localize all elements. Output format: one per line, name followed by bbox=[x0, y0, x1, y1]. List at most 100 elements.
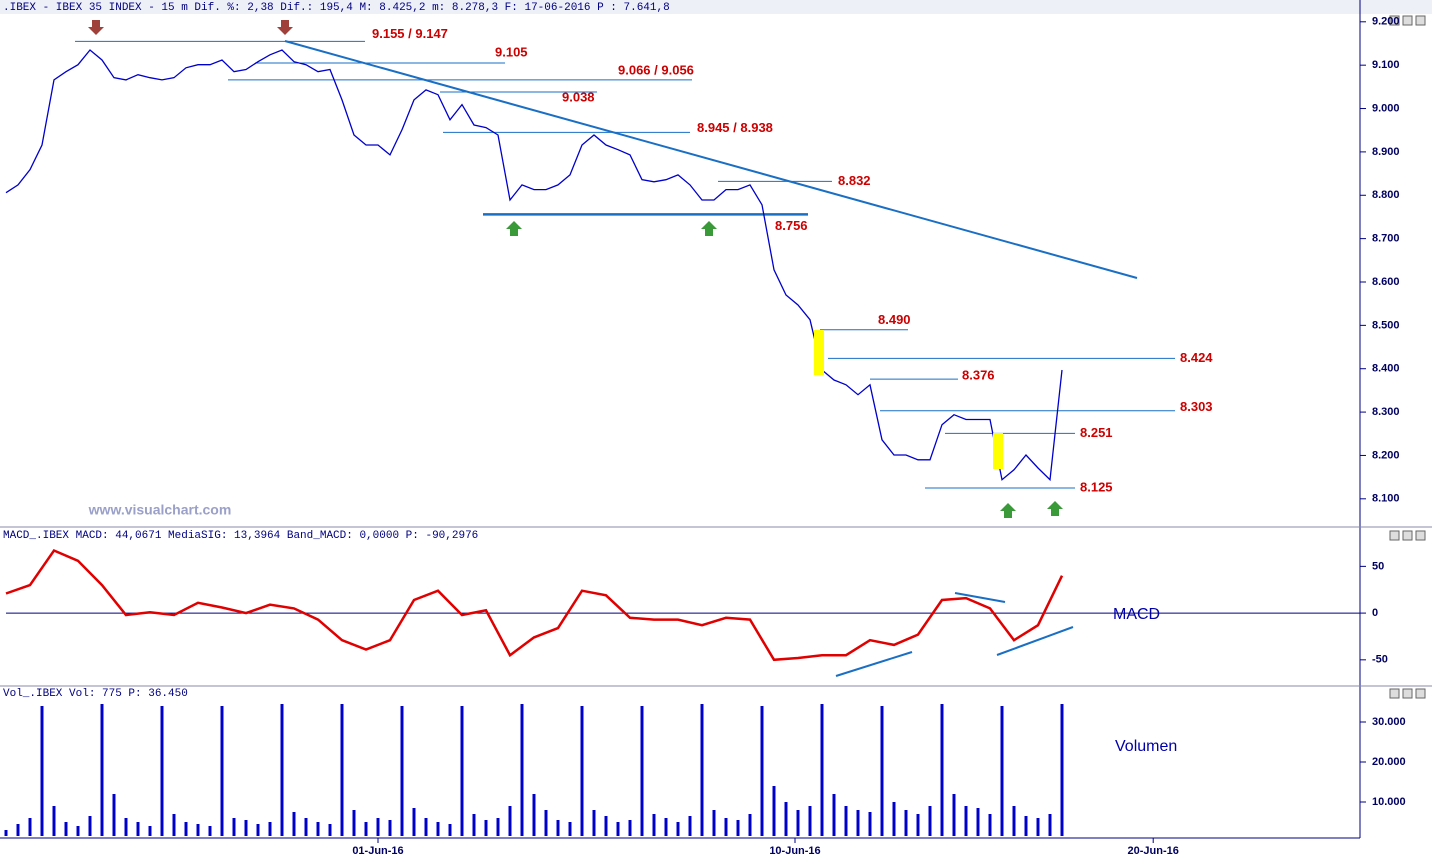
volume-bar bbox=[712, 810, 716, 836]
volume-bar bbox=[604, 816, 608, 836]
divergence-line bbox=[996, 626, 1074, 656]
gap-highlight bbox=[993, 433, 1003, 469]
volume-bar bbox=[868, 812, 872, 836]
volume-bar bbox=[340, 704, 344, 836]
y-tick-label: 20.000 bbox=[1372, 756, 1406, 768]
volume-bar bbox=[508, 806, 512, 836]
y-tick-label: 8.300 bbox=[1372, 406, 1400, 418]
arrow-up bbox=[1000, 503, 1016, 518]
y-tick-label: 8.700 bbox=[1372, 233, 1400, 245]
volume-bar bbox=[928, 806, 932, 836]
volume-bar bbox=[448, 824, 452, 836]
volume-bar bbox=[964, 806, 968, 836]
level-label: 9.038 bbox=[562, 89, 595, 104]
header-bar bbox=[0, 686, 1432, 700]
series-line bbox=[5, 49, 1063, 482]
y-tick-label: 8.200 bbox=[1372, 449, 1400, 461]
x-tick-label: 01-Jun-16 bbox=[352, 845, 403, 857]
volume-bar bbox=[100, 704, 104, 836]
y-tick-label: 50 bbox=[1372, 560, 1384, 572]
min-button[interactable] bbox=[1389, 688, 1400, 699]
volume-bar bbox=[580, 706, 584, 836]
volume-bar bbox=[892, 802, 896, 836]
volume-bar bbox=[1036, 818, 1040, 836]
volume-bar bbox=[520, 704, 524, 836]
volume-bar bbox=[1000, 706, 1004, 836]
level-label: 8.251 bbox=[1080, 425, 1113, 440]
volume-bar bbox=[856, 810, 860, 836]
volume-bar bbox=[664, 818, 668, 836]
volume-bar bbox=[220, 706, 224, 836]
volume-bar bbox=[28, 818, 32, 836]
max-button[interactable] bbox=[1402, 15, 1413, 26]
volume-bar bbox=[412, 808, 416, 836]
volume-bar bbox=[136, 822, 140, 836]
volume-bar bbox=[208, 826, 212, 836]
watermark: www.visualchart.com bbox=[88, 502, 232, 518]
x-tick-label: 20-Jun-16 bbox=[1128, 845, 1179, 857]
close-button[interactable] bbox=[1415, 688, 1426, 699]
volume-bar bbox=[352, 810, 356, 836]
level-label: 8.832 bbox=[838, 173, 871, 188]
drawings bbox=[88, 20, 1138, 677]
volume-bar bbox=[64, 822, 68, 836]
level-label: 8.490 bbox=[878, 312, 911, 327]
level-label: 8.376 bbox=[962, 368, 995, 383]
volume-bar bbox=[172, 814, 176, 836]
level-label: 9.105 bbox=[495, 44, 528, 59]
volume-bar bbox=[292, 812, 296, 836]
volume-bar bbox=[256, 824, 260, 836]
volume-bar bbox=[640, 706, 644, 836]
volume-bar bbox=[232, 818, 236, 836]
volume-bar bbox=[484, 820, 488, 836]
y-tick-label: 8.500 bbox=[1372, 319, 1400, 331]
volume-bar bbox=[760, 706, 764, 836]
volume-bar bbox=[616, 822, 620, 836]
volume-bar bbox=[424, 818, 428, 836]
y-tick-label: 0 bbox=[1372, 607, 1378, 619]
arrow-down bbox=[277, 20, 293, 35]
max-button[interactable] bbox=[1402, 530, 1413, 541]
volume-bar bbox=[160, 706, 164, 836]
volume-bar bbox=[1024, 816, 1028, 836]
max-button[interactable] bbox=[1402, 688, 1413, 699]
volume-bar bbox=[436, 822, 440, 836]
y-tick-label: 30.000 bbox=[1372, 716, 1406, 728]
y-tick-label: 8.400 bbox=[1372, 363, 1400, 375]
arrow-up bbox=[701, 221, 717, 236]
y-tick-label: 9.100 bbox=[1372, 59, 1400, 71]
panel-label: Volumen bbox=[1115, 738, 1177, 755]
volume-bar bbox=[328, 824, 332, 836]
volume-bar bbox=[652, 814, 656, 836]
volume-bar bbox=[544, 810, 548, 836]
volume-bar bbox=[676, 822, 680, 836]
min-button[interactable] bbox=[1389, 15, 1400, 26]
volume-bar bbox=[688, 816, 692, 836]
volume-bar bbox=[268, 822, 272, 836]
level-label: 8.424 bbox=[1180, 350, 1213, 365]
window-buttons[interactable] bbox=[1389, 15, 1426, 699]
min-button[interactable] bbox=[1389, 530, 1400, 541]
volume-bar bbox=[376, 818, 380, 836]
volume-bar bbox=[280, 704, 284, 836]
volume-bar bbox=[940, 704, 944, 836]
divergence-line bbox=[954, 592, 1006, 603]
y-tick-label: 10.000 bbox=[1372, 796, 1406, 808]
volume-bar bbox=[364, 822, 368, 836]
level-label: 9.066 / 9.056 bbox=[618, 62, 694, 77]
volume-bar bbox=[112, 794, 116, 836]
series-line bbox=[5, 548, 1064, 662]
level-label: 8.125 bbox=[1080, 479, 1113, 494]
volume-bar bbox=[700, 704, 704, 836]
close-button[interactable] bbox=[1415, 15, 1426, 26]
price-header: .IBEX - IBEX 35 INDEX - 15 m Dif. %: 2,3… bbox=[3, 2, 670, 14]
level-label: 8.756 bbox=[775, 218, 808, 233]
close-button[interactable] bbox=[1415, 530, 1426, 541]
volume-bar bbox=[532, 794, 536, 836]
trend-line bbox=[284, 40, 1138, 279]
volume-bar bbox=[796, 810, 800, 836]
volume-bar bbox=[400, 706, 404, 836]
volume-bar bbox=[820, 704, 824, 836]
volume-bar bbox=[784, 802, 788, 836]
header-bar bbox=[0, 0, 1432, 14]
